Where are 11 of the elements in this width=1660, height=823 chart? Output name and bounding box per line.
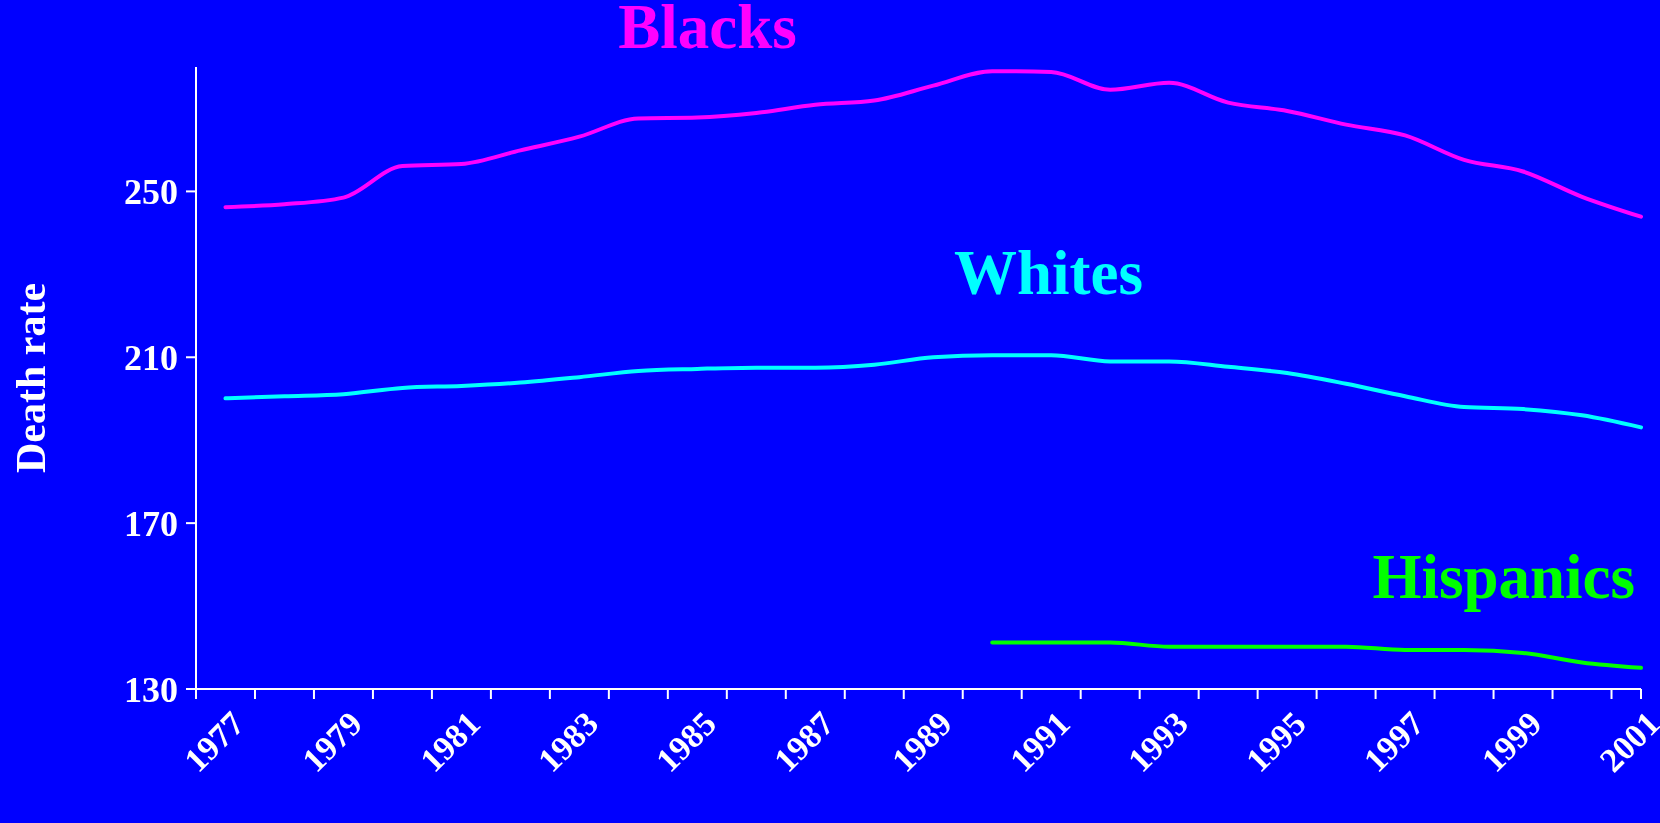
y-tick-label: 210 (124, 337, 178, 378)
y-axis-title: Death rate (8, 282, 54, 474)
y-tick-label: 130 (124, 669, 178, 710)
line-series (223, 69, 1643, 219)
line-series (990, 640, 1643, 670)
series-label: Whites (954, 238, 1144, 309)
series-label: Blacks (618, 0, 797, 63)
y-tick-label: 250 (124, 172, 178, 212)
line-series (223, 353, 1643, 430)
series-label: Hispanics (1372, 542, 1636, 613)
y-tick-label: 170 (124, 503, 178, 544)
